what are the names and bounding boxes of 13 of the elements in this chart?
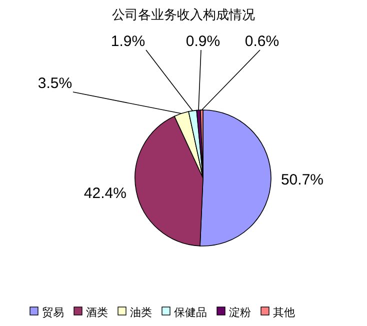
legend-label: 酒类 bbox=[86, 306, 108, 319]
data-label: 0.9% bbox=[186, 33, 220, 50]
legend-label: 贸易 bbox=[42, 306, 64, 319]
legend-label: 淀粉 bbox=[229, 306, 251, 319]
chart-title: 公司各业务收入构成情况 bbox=[112, 8, 255, 23]
data-label: 3.5% bbox=[38, 75, 72, 92]
legend-label: 油类 bbox=[130, 306, 152, 319]
data-label: 50.7% bbox=[280, 172, 324, 189]
data-label: 1.9% bbox=[110, 33, 146, 50]
legend-label: 保健品 bbox=[174, 306, 207, 319]
data-label: 0.6% bbox=[244, 33, 280, 50]
data-label: 42.4% bbox=[84, 185, 126, 202]
legend-label: 其他 bbox=[273, 306, 295, 319]
